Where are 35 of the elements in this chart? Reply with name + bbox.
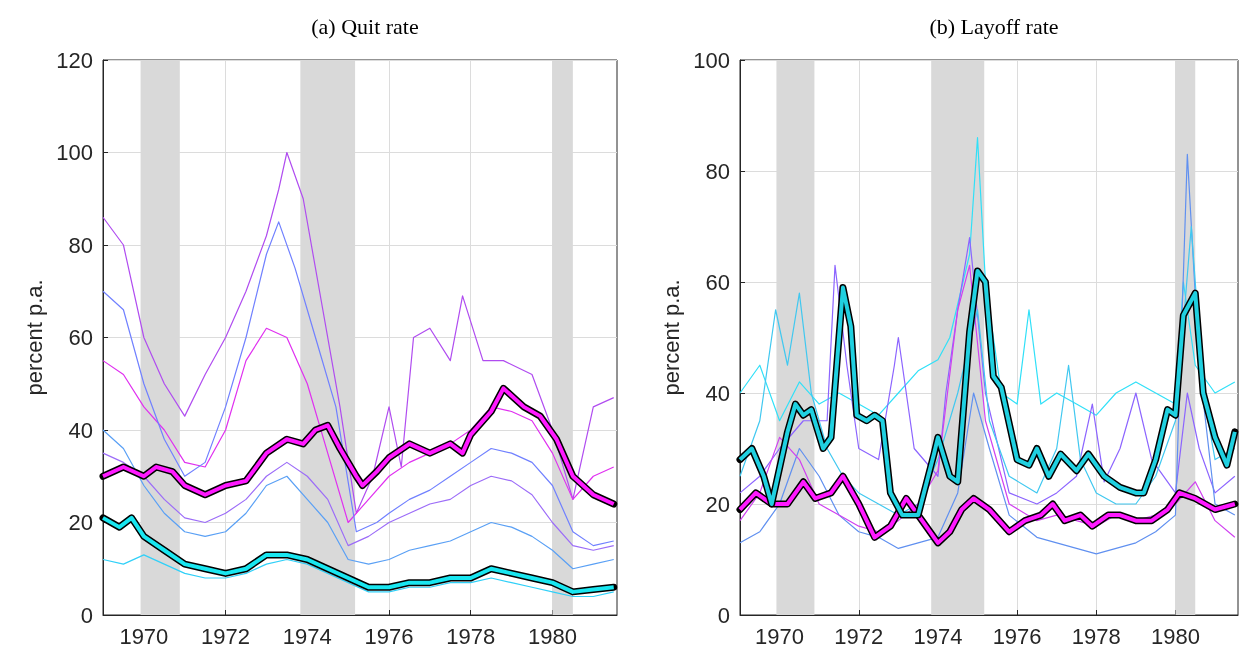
x-tick-label: 1980 [527,623,577,649]
chart-title: (a) Quit rate [311,13,419,39]
x-tick-label: 1974 [913,623,963,649]
line-series [102,452,615,551]
x-tick-label: 1978 [1071,623,1121,649]
x-tick-label: 1970 [755,623,805,649]
x-tick-label: 1976 [364,623,414,649]
y-tick-label: 20 [68,510,93,535]
x-tick-label: 1978 [446,623,496,649]
y-tick-label: 60 [68,325,93,350]
x-tick-label: 1972 [834,623,884,649]
x-tick-label: 1970 [119,623,169,649]
x-tick-label: 1976 [992,623,1042,649]
x-tick-label: 1972 [201,623,251,649]
y-tick-label: 80 [705,158,730,184]
chart-title: (b) Layoff rate [929,13,1059,39]
y-axis-title: percent p.a. [21,279,47,396]
y-tick-label: 100 [56,140,93,165]
y-tick-label: 20 [705,491,730,517]
y-tick-label: 100 [693,47,730,73]
y-tick-label: 0 [717,602,730,628]
line-series [102,327,615,524]
line-series [102,221,615,547]
line-series [102,554,615,598]
y-axis-title: percent p.a. [658,279,684,396]
y-tick-label: 40 [705,380,730,406]
y-tick-label: 80 [68,232,93,258]
line-series [102,151,615,514]
line-series [102,429,615,570]
y-tick-label: 0 [80,602,93,628]
x-tick-label: 1974 [282,623,332,649]
y-tick-label: 60 [705,269,730,295]
y-tick-label: 120 [56,47,93,73]
x-tick-label: 1980 [1150,623,1200,649]
y-tick-label: 40 [68,417,93,443]
